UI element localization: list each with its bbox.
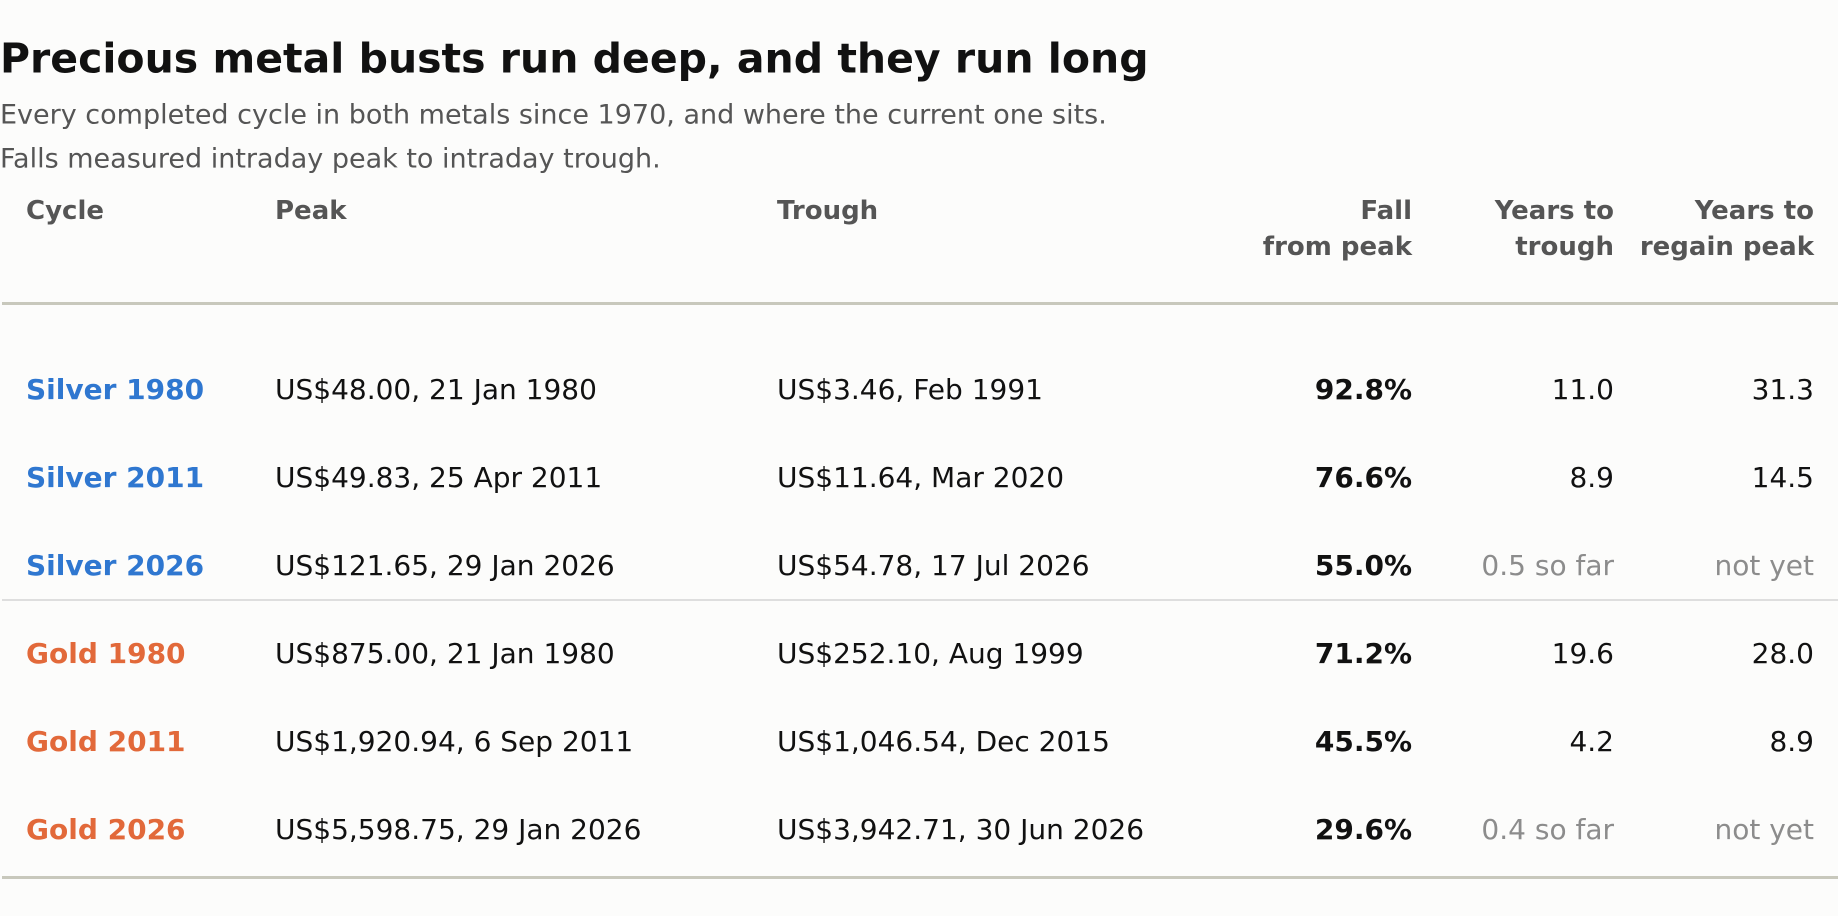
cell: US$875.00, 21 Jan 1980 — [275, 637, 615, 670]
column-header: from peak — [1262, 232, 1412, 262]
column-header: trough — [1515, 232, 1614, 262]
cell: 4.2 — [1569, 725, 1614, 758]
column-header: Trough — [777, 196, 879, 226]
cell: US$49.83, 25 Apr 2011 — [275, 461, 603, 494]
cell: US$3.46, Feb 1991 — [777, 373, 1043, 406]
subtitle: Falls measured intraday peak to intraday… — [0, 143, 661, 175]
cell: not yet — [1714, 813, 1814, 846]
cell: 14.5 — [1751, 461, 1814, 494]
column-header: Years to — [1694, 196, 1814, 226]
cell: 0.4 so far — [1481, 813, 1614, 846]
fall-value: 92.8% — [1314, 373, 1412, 406]
cell: 31.3 — [1751, 373, 1814, 406]
subtitle: Every completed cycle in both metals sin… — [0, 99, 1107, 131]
cycle-name: Silver 1980 — [26, 373, 205, 406]
cell: 19.6 — [1551, 637, 1614, 670]
cell: 8.9 — [1569, 461, 1614, 494]
title: Precious metal busts run deep, and they … — [0, 34, 1149, 83]
column-header: Peak — [275, 196, 347, 226]
cycle-name: Silver 2011 — [26, 461, 205, 494]
cell: US$54.78, 17 Jul 2026 — [777, 549, 1090, 582]
cell: 0.5 so far — [1481, 549, 1614, 582]
header-rule — [2, 302, 1838, 305]
cell: US$11.64, Mar 2020 — [777, 461, 1065, 494]
cell: 8.9 — [1769, 725, 1814, 758]
fall-value: 45.5% — [1314, 725, 1412, 758]
column-header: Fall — [1360, 196, 1412, 226]
cycle-name: Gold 2011 — [26, 725, 186, 758]
cell: US$1,046.54, Dec 2015 — [777, 725, 1110, 758]
cell: 11.0 — [1551, 373, 1614, 406]
cell: not yet — [1714, 549, 1814, 582]
cell: US$3,942.71, 30 Jun 2026 — [777, 813, 1145, 846]
fall-value: 55.0% — [1314, 549, 1412, 582]
cell: US$252.10, Aug 1999 — [777, 637, 1084, 670]
cycle-name: Silver 2026 — [26, 549, 205, 582]
bottom-rule — [2, 876, 1838, 879]
cycle-name: Gold 1980 — [26, 637, 186, 670]
cell: 28.0 — [1751, 637, 1814, 670]
cell: US$121.65, 29 Jan 2026 — [275, 549, 615, 582]
column-header: Cycle — [26, 196, 104, 226]
cell: US$5,598.75, 29 Jan 2026 — [275, 813, 642, 846]
fall-value: 29.6% — [1314, 813, 1412, 846]
cell: US$1,920.94, 6 Sep 2011 — [275, 725, 634, 758]
fall-value: 76.6% — [1314, 461, 1412, 494]
cell: US$48.00, 21 Jan 1980 — [275, 373, 597, 406]
fall-value: 71.2% — [1314, 637, 1412, 670]
group-rule — [2, 599, 1838, 601]
column-header: regain peak — [1639, 232, 1814, 262]
cycle-name: Gold 2026 — [26, 813, 186, 846]
column-header: Years to — [1494, 196, 1614, 226]
